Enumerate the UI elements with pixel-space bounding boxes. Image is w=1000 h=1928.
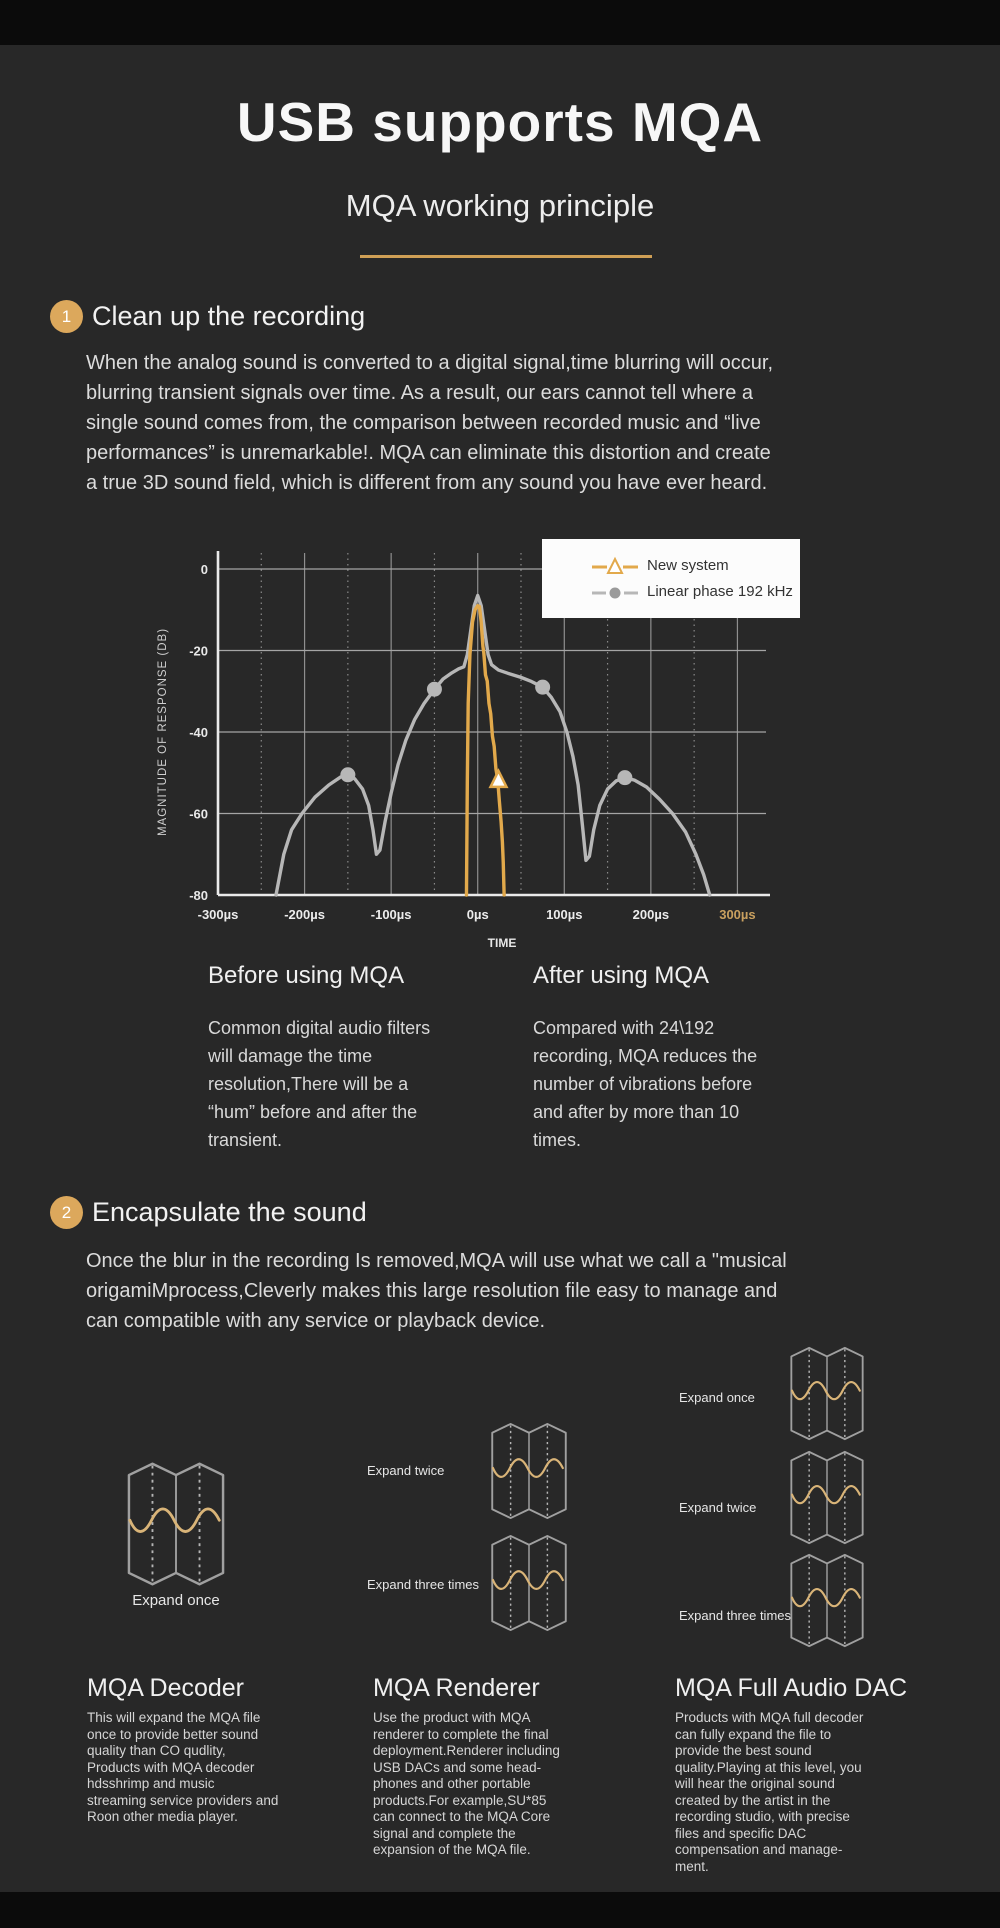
step-1-badge: 1 [50, 300, 83, 333]
svg-text:200µs: 200µs [633, 907, 669, 922]
after-mqa-title: After using MQA [533, 962, 710, 989]
fulldac-expand-label-3: Expand three times [679, 1608, 792, 1623]
response-chart: 0 -20 -40 -60 -80 -300µs -200µs -100µs 0µs 100µs 2… [150, 535, 800, 963]
top-black-band [0, 0, 1000, 45]
svg-text:300µs: 300µs [719, 907, 755, 922]
circle-marker-icon [592, 587, 638, 598]
step-1-heading: Clean up the recording [92, 301, 366, 331]
svg-text:-40: -40 [189, 725, 208, 740]
decoder-expand-label: Expand once [132, 1592, 220, 1609]
svg-text:MAGNITUDE OF RESPONSE (DB): MAGNITUDE OF RESPONSE (DB) [157, 628, 169, 836]
svg-text:100µs: 100µs [546, 907, 582, 922]
svg-text:TIME: TIME [488, 936, 517, 950]
svg-text:-200µs: -200µs [284, 907, 325, 922]
svg-text:-80: -80 [189, 888, 208, 903]
before-mqa-body: Common digital audio filters will damage… [208, 1018, 431, 1150]
response-chart-svg: 0 -20 -40 -60 -80 -300µs -200µs -100µs 0µs 100µs 2… [157, 551, 770, 950]
svg-text:0µs: 0µs [467, 907, 489, 922]
mqa-full-dac-title: MQA Full Audio DAC [675, 1674, 908, 1702]
mqa-full-dac-body: Products with MQA full decoder can fully… [675, 1710, 864, 1874]
folded-paper-icon [481, 1533, 577, 1633]
page-title: USB supports MQA [236, 91, 764, 153]
page-subtitle: MQA working principle [345, 188, 655, 223]
fulldac-expand-label-2: Expand twice [679, 1500, 757, 1515]
step-2-heading: Encapsulate the sound [92, 1197, 367, 1227]
before-mqa-title: Before using MQA [208, 962, 405, 989]
mqa-decoder-body: This will expand the MQA file once to pr… [87, 1710, 279, 1824]
step-1-paragraph: When the analog sound is converted to a … [86, 352, 774, 494]
mqa-renderer-body: Use the product with MQA renderer to com… [373, 1710, 560, 1857]
mqa-decoder-title: MQA Decoder [87, 1674, 245, 1702]
folded-paper-icon [481, 1421, 577, 1521]
bottom-black-band [0, 1892, 1000, 1928]
gold-divider [360, 255, 652, 258]
legend-item: Linear phase 192 kHz [592, 582, 800, 602]
step-2-number: 2 [61, 1202, 72, 1222]
step-2-badge: 2 [50, 1196, 83, 1229]
renderer-expand-label-1: Expand twice [367, 1463, 445, 1478]
after-mqa-body: Compared with 24\192 recording, MQA redu… [533, 1018, 758, 1150]
svg-text:-20: -20 [189, 644, 208, 659]
folded-paper-icon [779, 1345, 875, 1442]
legend-item: New system [592, 556, 800, 576]
folded-paper-icon [779, 1449, 875, 1546]
folded-paper-icon [115, 1460, 237, 1588]
svg-text:-60: -60 [189, 807, 208, 822]
svg-text:-300µs: -300µs [198, 907, 239, 922]
chart-legend: New system Linear phase 192 kHz [542, 539, 800, 618]
folded-paper-icon [779, 1552, 875, 1649]
renderer-expand-label-2: Expand three times [367, 1577, 480, 1592]
step-1-number: 1 [61, 306, 72, 326]
mqa-renderer-title: MQA Renderer [373, 1674, 540, 1702]
svg-text:-100µs: -100µs [371, 907, 412, 922]
svg-text:0: 0 [201, 562, 208, 577]
fulldac-expand-label-1: Expand once [679, 1390, 755, 1405]
legend-label: Linear phase 192 kHz [647, 583, 793, 600]
step-2-paragraph: Once the blur in the recording Is remove… [86, 1250, 787, 1332]
legend-label: New system [647, 557, 729, 574]
triangle-marker-icon [592, 556, 638, 574]
